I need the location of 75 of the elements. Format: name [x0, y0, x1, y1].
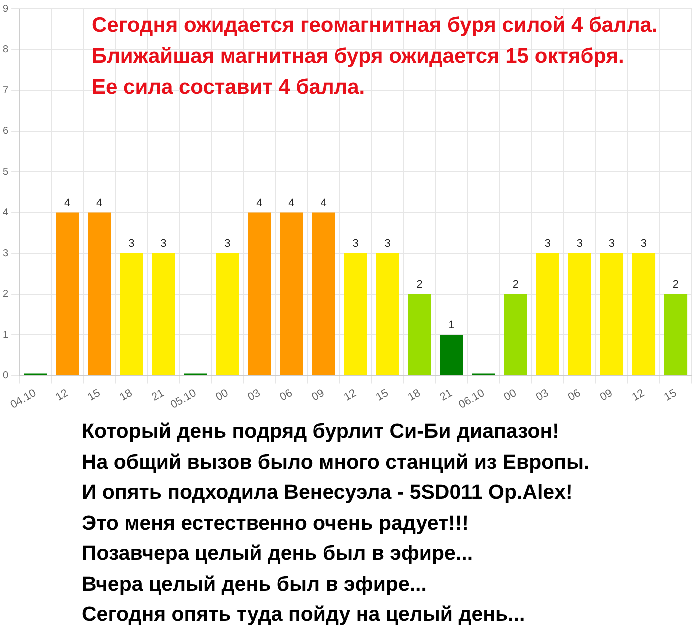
x-tick-label: 00	[502, 387, 519, 404]
x-tick-label: 05.10	[168, 387, 199, 412]
text: На общий вызов было много станций из Европы.	[82, 450, 590, 476]
x-tick-label: 09	[598, 387, 615, 404]
data-label: 4	[320, 197, 327, 210]
data-label: 2	[512, 278, 519, 291]
data-label: 4	[64, 197, 71, 210]
x-tick-label: 15	[374, 387, 391, 404]
x-tick-label: 06	[566, 387, 583, 404]
data-label: 3	[384, 238, 391, 250]
bar	[408, 294, 432, 376]
bar	[632, 254, 656, 376]
x-tick-label: 21	[438, 387, 455, 404]
text: Сегодня ожидается геомагнитная буря силой 4 балла. Ближайшая магнитная буря ожидается 15 октября. Ее сила составит 4 балла.	[92, 13, 658, 101]
y-tick-label: 7	[3, 85, 9, 96]
y-tick-label: 0	[3, 370, 9, 382]
x-tick-label: 18	[118, 387, 135, 404]
bar	[664, 294, 688, 376]
bar	[376, 254, 400, 376]
data-label: 1	[448, 320, 455, 332]
y-tick-label: 1	[3, 330, 9, 341]
x-tick-label: 15	[662, 387, 680, 404]
data-label: 4	[96, 197, 103, 210]
text: Который день подряд бурлит Си-Би диапазон!	[82, 419, 560, 445]
data-label: 3	[640, 238, 648, 250]
y-tick-label: 8	[3, 44, 9, 56]
y-tick-label: 6	[3, 126, 9, 138]
x-tick-label: 03	[534, 387, 551, 404]
data-label: 3	[128, 238, 135, 250]
x-tick-label: 15	[86, 387, 103, 404]
x-tick-label: 12	[342, 387, 359, 404]
x-tick-label: 12	[54, 387, 71, 404]
y-tick-label: 2	[3, 289, 9, 300]
text: И опять подходила Венесуэла - 5SD011 Op.Alex!	[82, 480, 574, 506]
bar	[536, 254, 560, 376]
bar	[88, 212, 112, 376]
x-tick-label: 03	[246, 387, 263, 404]
x-tick-label: 04.10	[8, 387, 39, 412]
text: Позавчера целый день был в эфире...	[82, 541, 474, 567]
bar	[504, 294, 528, 376]
x-tick-label: 06.10	[457, 387, 487, 412]
bar	[344, 254, 368, 376]
bar	[568, 254, 592, 376]
x-tick-label: 06	[278, 387, 295, 404]
bar	[152, 254, 176, 376]
y-tick-label: 3	[3, 248, 9, 260]
data-label: 3	[224, 238, 231, 250]
x-tick-label: 00	[214, 387, 231, 404]
text: Это меня естественно очень радует!!!	[82, 510, 470, 536]
text: Вчера целый день был в эфире...	[82, 572, 428, 598]
y-tick-label: 4	[3, 208, 9, 219]
bar	[440, 335, 464, 376]
bar	[600, 254, 624, 376]
data-label: 3	[352, 238, 359, 250]
y-tick-label: 9	[3, 4, 9, 15]
data-label: 3	[160, 238, 167, 250]
bar	[120, 254, 144, 376]
data-label: 3	[576, 238, 583, 250]
x-tick-label: 09	[310, 387, 327, 404]
bar	[280, 212, 304, 376]
x-tick-label: 21	[150, 387, 167, 404]
y-tick-label: 5	[3, 166, 9, 178]
data-label: 4	[256, 197, 263, 210]
bar	[312, 212, 336, 376]
x-tick-label: 12	[630, 387, 647, 404]
data-label: 4	[288, 197, 295, 210]
x-tick-label: 18	[406, 387, 423, 404]
bar	[56, 212, 80, 376]
data-label: 3	[608, 238, 616, 250]
data-label: 2	[416, 278, 423, 291]
bar	[216, 254, 240, 376]
text: Сегодня опять туда пойду на целый день...	[82, 602, 526, 628]
data-label: 2	[672, 278, 680, 291]
data-label: 3	[544, 238, 551, 250]
bar	[248, 212, 272, 376]
